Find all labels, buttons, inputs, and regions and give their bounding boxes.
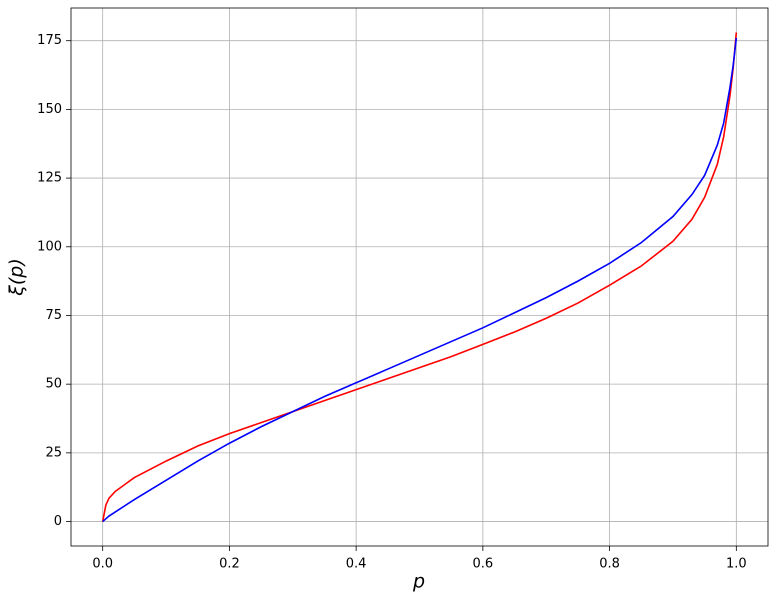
- y-tick-label: 75: [45, 308, 62, 323]
- y-tick-label: 50: [45, 377, 62, 392]
- x-tick-label: 0.4: [346, 557, 367, 572]
- line: [102, 37, 738, 523]
- x-tick-label: 0.0: [92, 557, 113, 572]
- y-tick-label: 150: [37, 102, 62, 117]
- y-axis-label: ξ(p): [6, 258, 28, 296]
- x-tick-label: 0.2: [219, 557, 240, 572]
- x-tick-label: 1.0: [726, 557, 747, 572]
- x-axis-label: p: [412, 571, 425, 593]
- y-tick-label: 175: [37, 33, 62, 48]
- y-tick-label: 25: [45, 445, 62, 460]
- y-tick-label: 100: [37, 239, 62, 254]
- y-tick-label: 0: [54, 514, 62, 529]
- x-tick-label: 0.8: [599, 557, 620, 572]
- line: [101, 32, 738, 522]
- y-tick-label: 125: [37, 171, 62, 186]
- plot-frame: [70, 7, 769, 547]
- x-tick-label: 0.6: [473, 557, 494, 572]
